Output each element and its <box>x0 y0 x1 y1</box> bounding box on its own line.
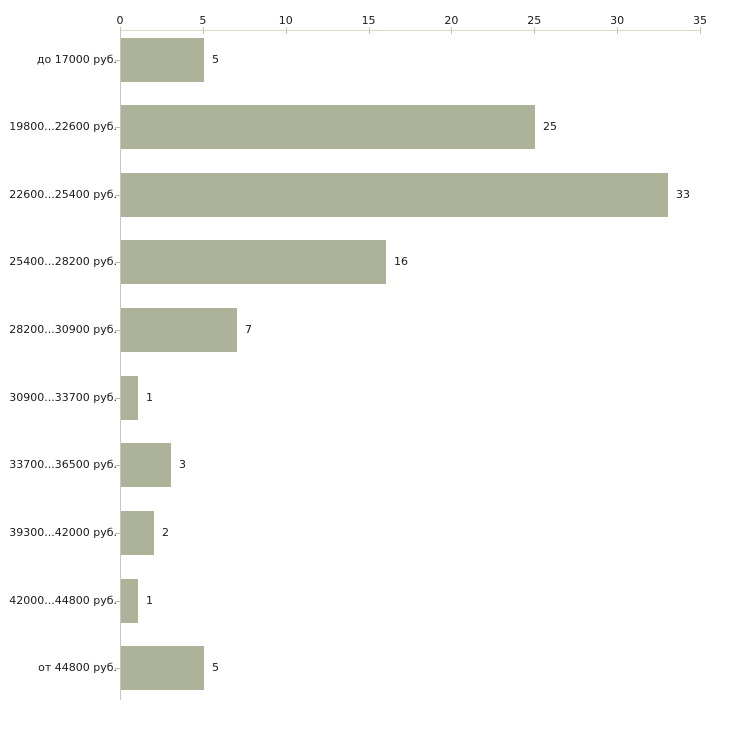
value-label: 5 <box>212 52 219 66</box>
category-label: 28200...30900 руб. <box>9 323 117 337</box>
x-tick-mark <box>451 27 453 34</box>
y-tick-mark <box>115 330 120 331</box>
y-tick-mark <box>115 601 120 602</box>
bar <box>121 308 237 353</box>
x-tick-label: 5 <box>199 14 207 27</box>
bar <box>121 511 154 556</box>
x-tick-label: 35 <box>693 14 707 27</box>
category-label: 33700...36500 руб. <box>9 458 117 472</box>
category-label: 19800...22600 руб. <box>9 120 117 134</box>
value-label: 1 <box>146 593 153 607</box>
y-tick-mark <box>115 127 120 128</box>
value-label: 5 <box>212 661 219 675</box>
bar <box>121 105 535 150</box>
bar <box>121 578 138 623</box>
value-label: 1 <box>146 390 153 404</box>
value-label: 2 <box>162 526 169 540</box>
y-tick-mark <box>115 533 120 534</box>
y-tick-mark <box>115 465 120 466</box>
x-tick-mark <box>202 27 204 34</box>
bar <box>121 240 386 285</box>
x-tick-label: 25 <box>527 14 542 27</box>
value-label: 7 <box>245 323 252 337</box>
x-tick-label: 10 <box>278 14 293 27</box>
y-tick-mark <box>115 60 120 61</box>
x-tick-mark <box>534 27 536 34</box>
x-tick-mark <box>700 27 701 34</box>
value-label: 33 <box>676 187 690 201</box>
category-label: 22600...25400 руб. <box>9 187 117 201</box>
x-tick-label: 0 <box>116 14 124 27</box>
x-tick-mark <box>368 27 370 34</box>
x-tick-label: 20 <box>444 14 459 27</box>
bar <box>121 37 204 82</box>
bar <box>121 646 204 691</box>
category-label: от 44800 руб. <box>38 661 117 675</box>
value-label: 16 <box>394 255 408 269</box>
x-tick-mark <box>120 27 121 34</box>
y-tick-mark <box>115 195 120 196</box>
bar <box>121 443 171 488</box>
category-label: до 17000 руб. <box>36 52 117 66</box>
x-tick-mark <box>617 27 619 34</box>
category-label: 39300...42000 руб. <box>9 526 117 540</box>
category-label: 30900...33700 руб. <box>9 390 117 404</box>
x-tick-label: 30 <box>610 14 625 27</box>
x-axis-line <box>120 30 701 31</box>
bar <box>121 375 138 420</box>
category-label: 25400...28200 руб. <box>9 255 117 269</box>
bar <box>121 172 668 217</box>
y-tick-mark <box>115 262 120 263</box>
value-label: 25 <box>543 120 557 134</box>
value-label: 3 <box>179 458 186 472</box>
y-tick-mark <box>115 668 120 669</box>
y-axis-line <box>120 30 121 700</box>
y-tick-mark <box>115 398 120 399</box>
x-tick-mark <box>285 27 287 34</box>
x-tick-label: 15 <box>361 14 376 27</box>
category-label: 42000...44800 руб. <box>9 593 117 607</box>
